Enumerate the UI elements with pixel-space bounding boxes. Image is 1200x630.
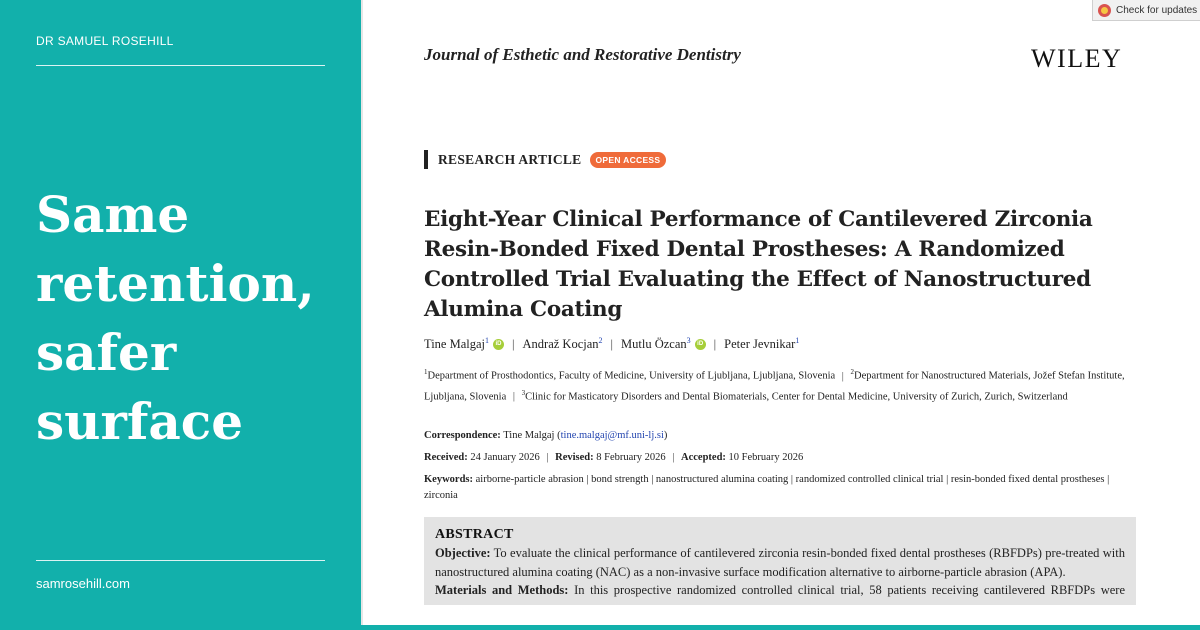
- check-for-updates-label: Check for updates: [1116, 4, 1198, 16]
- abstract-body: Objective: To evaluate the clinical perf…: [435, 546, 1125, 605]
- author-name[interactable]: Andraž Kocjan2: [522, 336, 603, 352]
- author-name[interactable]: Tine Malgaj1: [424, 336, 489, 352]
- panel-divider: [361, 0, 363, 630]
- author-separator: |: [713, 336, 717, 351]
- affiliations: 1Department of Prosthodontics, Faculty o…: [424, 368, 1125, 402]
- headline: Same retention, safer surface: [36, 185, 315, 451]
- author-name[interactable]: Peter Jevnikar1: [724, 336, 800, 352]
- abstract-box: ABSTRACT Objective: To evaluate the clin…: [424, 517, 1136, 605]
- promo-panel: DR SAMUEL ROSEHILL Same retention, safer…: [0, 0, 361, 630]
- abstract-cutoff: [424, 597, 1136, 605]
- crossmark-icon: [1098, 3, 1111, 17]
- author-separator: |: [512, 336, 515, 351]
- top-divider: [36, 65, 325, 66]
- keywords: Keywords: airborne-particle abrasion | b…: [424, 474, 1110, 501]
- publisher-logo: WILEY: [1031, 44, 1123, 73]
- orcid-icon[interactable]: iD: [694, 338, 706, 350]
- author-separator: |: [610, 336, 614, 351]
- author-list: Tine Malgaj1 iD | Andraž Kocjan2 | Mutlu…: [424, 336, 1136, 352]
- dates: Received: 24 January 2026 | Revised: 8 F…: [424, 452, 804, 463]
- abstract-heading: ABSTRACT: [435, 527, 514, 542]
- author-name: DR SAMUEL ROSEHILL: [36, 34, 174, 48]
- article-type: RESEARCH ARTICLE: [438, 151, 582, 167]
- orcid-icon[interactable]: iD: [493, 338, 504, 350]
- type-marker-bar: [424, 150, 428, 169]
- author-name[interactable]: Mutlu Özcan3: [621, 336, 691, 352]
- check-for-updates-button[interactable]: Check for updates: [1092, 0, 1200, 21]
- open-access-badge: OPEN ACCESS: [589, 151, 667, 168]
- bottom-divider: [36, 560, 325, 561]
- website-link[interactable]: samrosehill.com: [36, 576, 130, 591]
- correspondence: Correspondence: Tine Malgaj (tine.malgaj…: [424, 430, 668, 441]
- journal-name: Journal of Esthetic and Restorative Dent…: [424, 45, 741, 64]
- bottom-accent-bar: [0, 625, 1200, 630]
- article-type-row: RESEARCH ARTICLE OPEN ACCESS: [424, 150, 667, 169]
- email-link[interactable]: tine.malgaj@mf.uni-lj.si: [560, 430, 664, 441]
- article-title: Eight-Year Clinical Performance of Canti…: [424, 207, 1093, 322]
